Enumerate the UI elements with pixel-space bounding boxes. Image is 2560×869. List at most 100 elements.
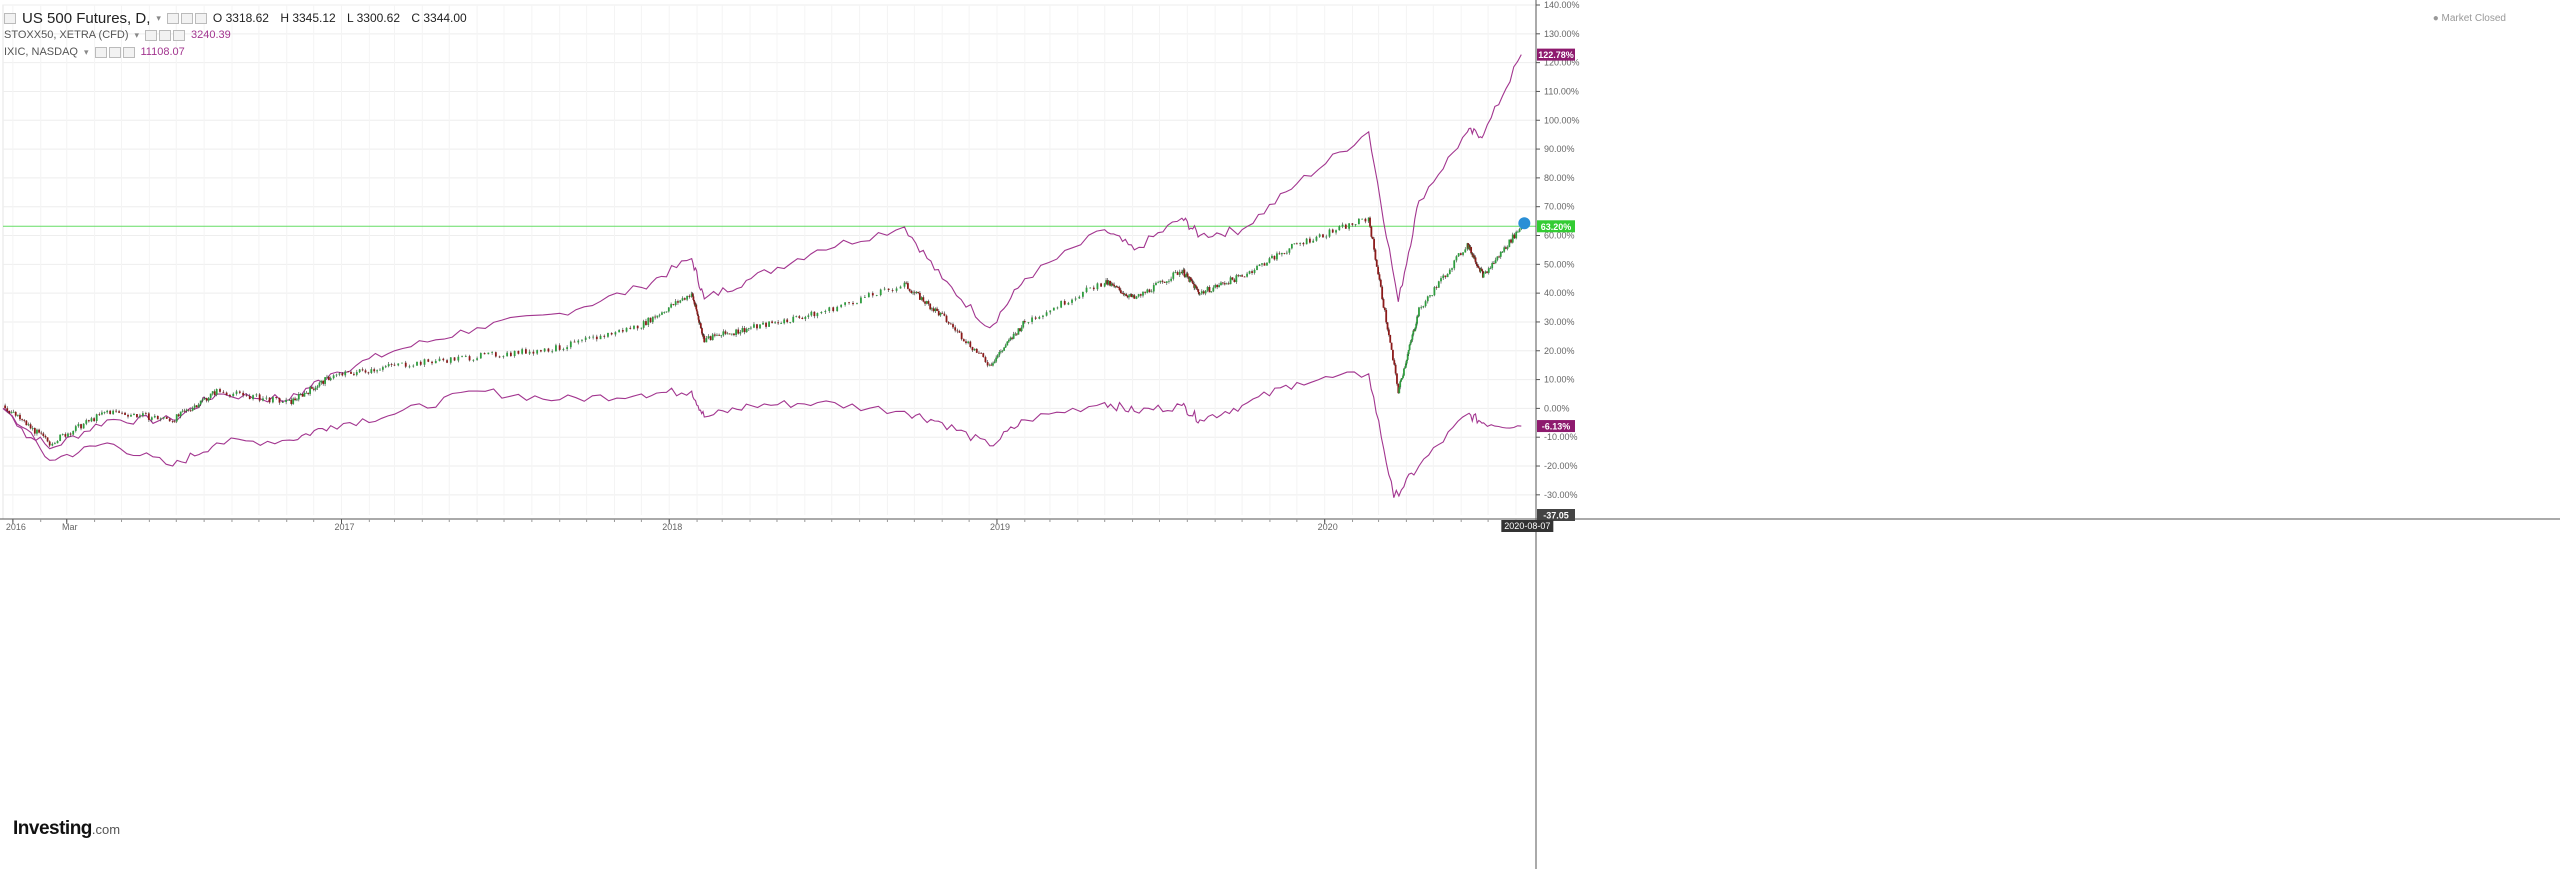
candle-body (74, 426, 77, 431)
candle-body (1496, 256, 1499, 260)
candle (1256, 264, 1258, 271)
series-actions[interactable] (145, 30, 186, 41)
y-tick-label: -10.00% (1544, 432, 1578, 442)
candle-body (1278, 253, 1281, 255)
close-icon[interactable] (194, 13, 207, 24)
candle (338, 372, 341, 377)
collapse-toggle-icon[interactable] (4, 13, 16, 24)
settings-icon[interactable] (108, 47, 121, 58)
candle-body (1092, 287, 1095, 290)
nasdaq-series-label[interactable]: IXIC, NASDAQ (4, 46, 78, 58)
settings-icon[interactable] (180, 13, 193, 24)
candle-body (1285, 252, 1288, 254)
candle (106, 409, 109, 414)
candle (449, 357, 452, 365)
close-icon[interactable] (173, 30, 186, 41)
candle (1020, 325, 1023, 333)
candle-body (48, 441, 51, 446)
candle-body (1239, 275, 1242, 277)
candle (387, 361, 390, 368)
candle-body (871, 293, 874, 296)
candle-body (595, 336, 598, 340)
candle-body (314, 387, 317, 390)
candle (1012, 331, 1015, 340)
candle (1407, 349, 1410, 357)
candle (502, 355, 505, 359)
stoxx-series-label[interactable]: STOXX50, XETRA (CFD) (4, 29, 129, 41)
chevron-down-icon[interactable]: ▾ (134, 30, 140, 40)
candle (1113, 282, 1116, 288)
series-actions[interactable] (94, 47, 135, 58)
candle (1315, 235, 1318, 242)
candle (867, 291, 870, 298)
candle (651, 316, 654, 324)
legend-main-row[interactable]: US 500 Futures, D, ▾ O 3318.62 H 3345.12… (4, 10, 475, 27)
candle (984, 355, 987, 363)
candle (390, 362, 393, 367)
candle (699, 322, 702, 329)
candle-body (222, 391, 225, 393)
candle (982, 352, 985, 358)
candle-body (187, 409, 190, 411)
legend-nasdaq-row[interactable]: IXIC, NASDAQ ▾ 11108.07 (4, 44, 475, 61)
candle (1085, 285, 1088, 294)
candle-body (1011, 337, 1013, 339)
candle (1223, 281, 1226, 286)
candle (33, 427, 36, 436)
candle (1135, 295, 1138, 300)
candle (1404, 361, 1407, 368)
eye-icon[interactable] (145, 30, 158, 41)
candle (1258, 263, 1261, 267)
candle-body (735, 329, 737, 336)
candle-body (1475, 262, 1478, 264)
chevron-down-icon[interactable]: ▾ (83, 47, 89, 57)
candle (844, 302, 846, 307)
legend-stoxx-row[interactable]: STOXX50, XETRA (CFD) ▾ 3240.39 (4, 27, 475, 44)
candle (367, 371, 370, 375)
series-actions[interactable] (166, 13, 207, 24)
candle-body (1400, 379, 1403, 382)
candle (1410, 339, 1413, 344)
candle (1510, 238, 1512, 244)
candle (1172, 271, 1175, 281)
candle (978, 350, 980, 354)
y-tick-label: 110.00% (1544, 86, 1579, 96)
candle-body (936, 308, 938, 311)
candle-body (945, 315, 948, 323)
candle (949, 322, 952, 325)
settings-icon[interactable] (159, 30, 172, 41)
candle-body (747, 328, 750, 330)
candle-body (804, 316, 807, 319)
close-icon[interactable] (122, 47, 135, 58)
candle (871, 291, 874, 298)
candle (584, 335, 587, 343)
candle (922, 295, 925, 303)
candle-body (181, 410, 184, 412)
candle (1003, 347, 1006, 351)
candle-body (457, 356, 460, 361)
candle (309, 385, 311, 396)
candle (1278, 251, 1281, 255)
candle (1144, 291, 1147, 295)
candle-body (1128, 295, 1130, 298)
candle-body (1000, 351, 1002, 353)
candle (347, 371, 350, 373)
candle-body (1276, 253, 1278, 260)
eye-icon[interactable] (94, 47, 107, 58)
main-series-title[interactable]: US 500 Futures, D, (22, 10, 151, 27)
candle-body (127, 414, 129, 417)
candle (1129, 293, 1132, 297)
candle-body (836, 306, 839, 312)
candle (1000, 349, 1002, 354)
chevron-down-icon[interactable]: ▾ (156, 13, 161, 23)
candle (996, 354, 999, 359)
candle (457, 354, 460, 363)
candle-body (1341, 224, 1344, 227)
eye-icon[interactable] (166, 13, 179, 24)
candle-body (183, 410, 186, 412)
candle (536, 349, 539, 355)
candle (404, 360, 407, 369)
candle-body (654, 316, 657, 318)
